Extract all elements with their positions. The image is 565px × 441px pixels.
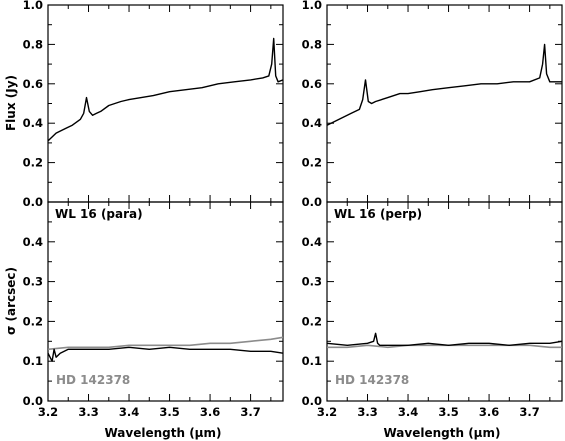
x-tick-label: 3.4	[398, 405, 418, 419]
panel-title: WL 16 (para)	[55, 207, 143, 221]
plot-frame	[326, 201, 563, 402]
y-tick-label: 0.4	[23, 116, 43, 130]
y-tick-label: 0.2	[23, 156, 43, 170]
x-tick-label: 3.2	[317, 405, 337, 419]
plot-frame	[47, 4, 284, 203]
x-tick-label: 3.4	[119, 405, 139, 419]
x-tick-label: 3.3	[78, 405, 98, 419]
y-tick-label: 0.6	[302, 77, 322, 91]
y-tick-label: 0.0	[23, 195, 43, 209]
plot-frame	[326, 4, 563, 203]
x-tick-label: 3.7	[519, 405, 539, 419]
xlabel-left: Wavelength (μm)	[104, 426, 221, 440]
panel-sigma-left: 0.0 0.1 0.2 0.3 0.4 3.2 3.3 3.4 3.5 3.6 3.7 WL 16 (…	[23, 201, 284, 419]
series-line-calibrator	[47, 336, 284, 351]
flux-ylabel: Flux (Jy)	[4, 75, 18, 131]
panel-flux-left: 0.0 0.2 0.4 0.6 0.8 1.0	[23, 0, 284, 209]
y-tick-label: 0.4	[23, 235, 43, 249]
x-tick-label: 3.6	[479, 405, 499, 419]
y-tick-label: 0.4	[302, 116, 322, 130]
x-tick-label: 3.6	[200, 405, 220, 419]
y-tick-label: 0.8	[302, 37, 322, 51]
panel-annotation: HD 142378	[56, 373, 130, 387]
y-tick-label: 0.2	[302, 156, 322, 170]
panel-title: WL 16 (perp)	[334, 207, 422, 221]
y-tick-label: 0.8	[23, 37, 43, 51]
y-tick-label: 0.6	[23, 77, 43, 91]
y-tick-label: 0.1	[302, 354, 322, 368]
y-tick-label: 0.3	[302, 275, 322, 289]
y-tick-label: 0.0	[302, 394, 322, 408]
panel-annotation: HD 142378	[335, 373, 409, 387]
x-tick-label: 3.2	[38, 405, 58, 419]
x-tick-label: 3.5	[159, 405, 179, 419]
series-line-target	[47, 346, 284, 362]
panel-sigma-right: 0.0 0.1 0.2 0.3 0.4 3.2 3.3 3.4 3.5 3.6 3.7 WL 16 (…	[302, 201, 563, 419]
y-tick-label: 0.2	[302, 314, 322, 328]
y-tick-label: 0.1	[23, 354, 43, 368]
x-tick-label: 3.5	[438, 405, 458, 419]
xlabel-right: Wavelength (μm)	[383, 426, 500, 440]
sigma-ylabel: σ (arcsec)	[4, 267, 18, 335]
series-line-target	[326, 43, 562, 126]
x-tick-label: 3.3	[357, 405, 377, 419]
x-tick-label: 3.7	[240, 405, 260, 419]
y-tick-label: 1.0	[23, 0, 43, 12]
y-tick-label: 0.0	[23, 394, 43, 408]
series-line-target	[326, 332, 563, 346]
series-line-calibrator	[327, 344, 562, 349]
y-tick-label: 1.0	[302, 0, 322, 12]
y-tick-label: 0.4	[302, 235, 322, 249]
plot-frame	[47, 201, 284, 402]
y-tick-label: 0.3	[23, 275, 43, 289]
panel-flux-right: 0.0 0.2 0.4 0.6 0.8 1.0	[302, 0, 563, 209]
y-tick-label: 0.0	[302, 195, 322, 209]
series-line-target	[47, 37, 284, 142]
y-tick-label: 0.2	[23, 314, 43, 328]
